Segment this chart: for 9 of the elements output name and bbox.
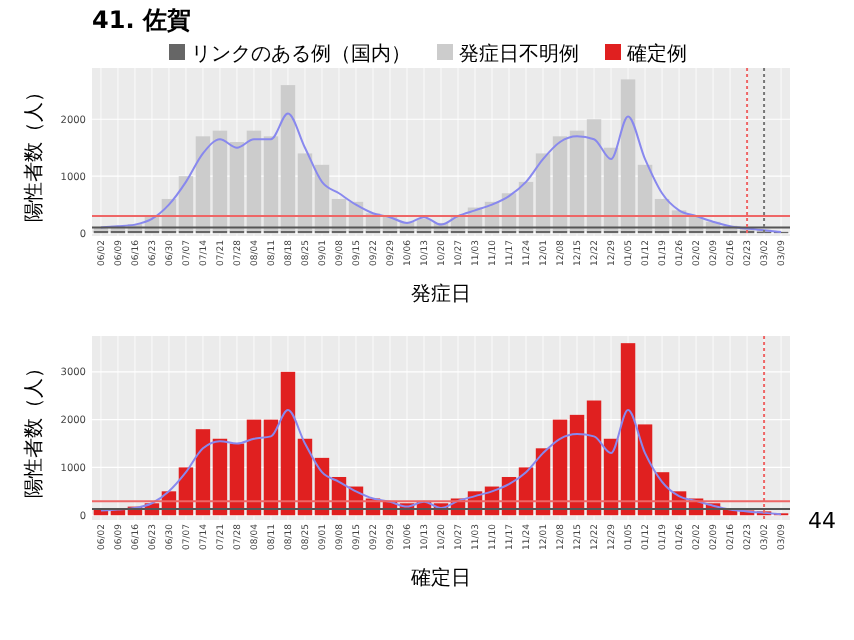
chart-title: 41. 佐賀 bbox=[92, 6, 191, 34]
x-axis-title: 確定日 bbox=[409, 566, 471, 590]
y-axis-title: 陽性者数（人） bbox=[22, 82, 46, 222]
legend-label: 発症日不明例 bbox=[459, 42, 579, 66]
y-axis-title: 陽性者数（人） bbox=[22, 358, 46, 498]
x-axis-title: 発症日 bbox=[411, 282, 471, 306]
text: 44 bbox=[808, 508, 836, 534]
legend-label: 確定例 bbox=[625, 42, 687, 66]
legend-label: リンクのある例（国内） bbox=[191, 42, 411, 66]
